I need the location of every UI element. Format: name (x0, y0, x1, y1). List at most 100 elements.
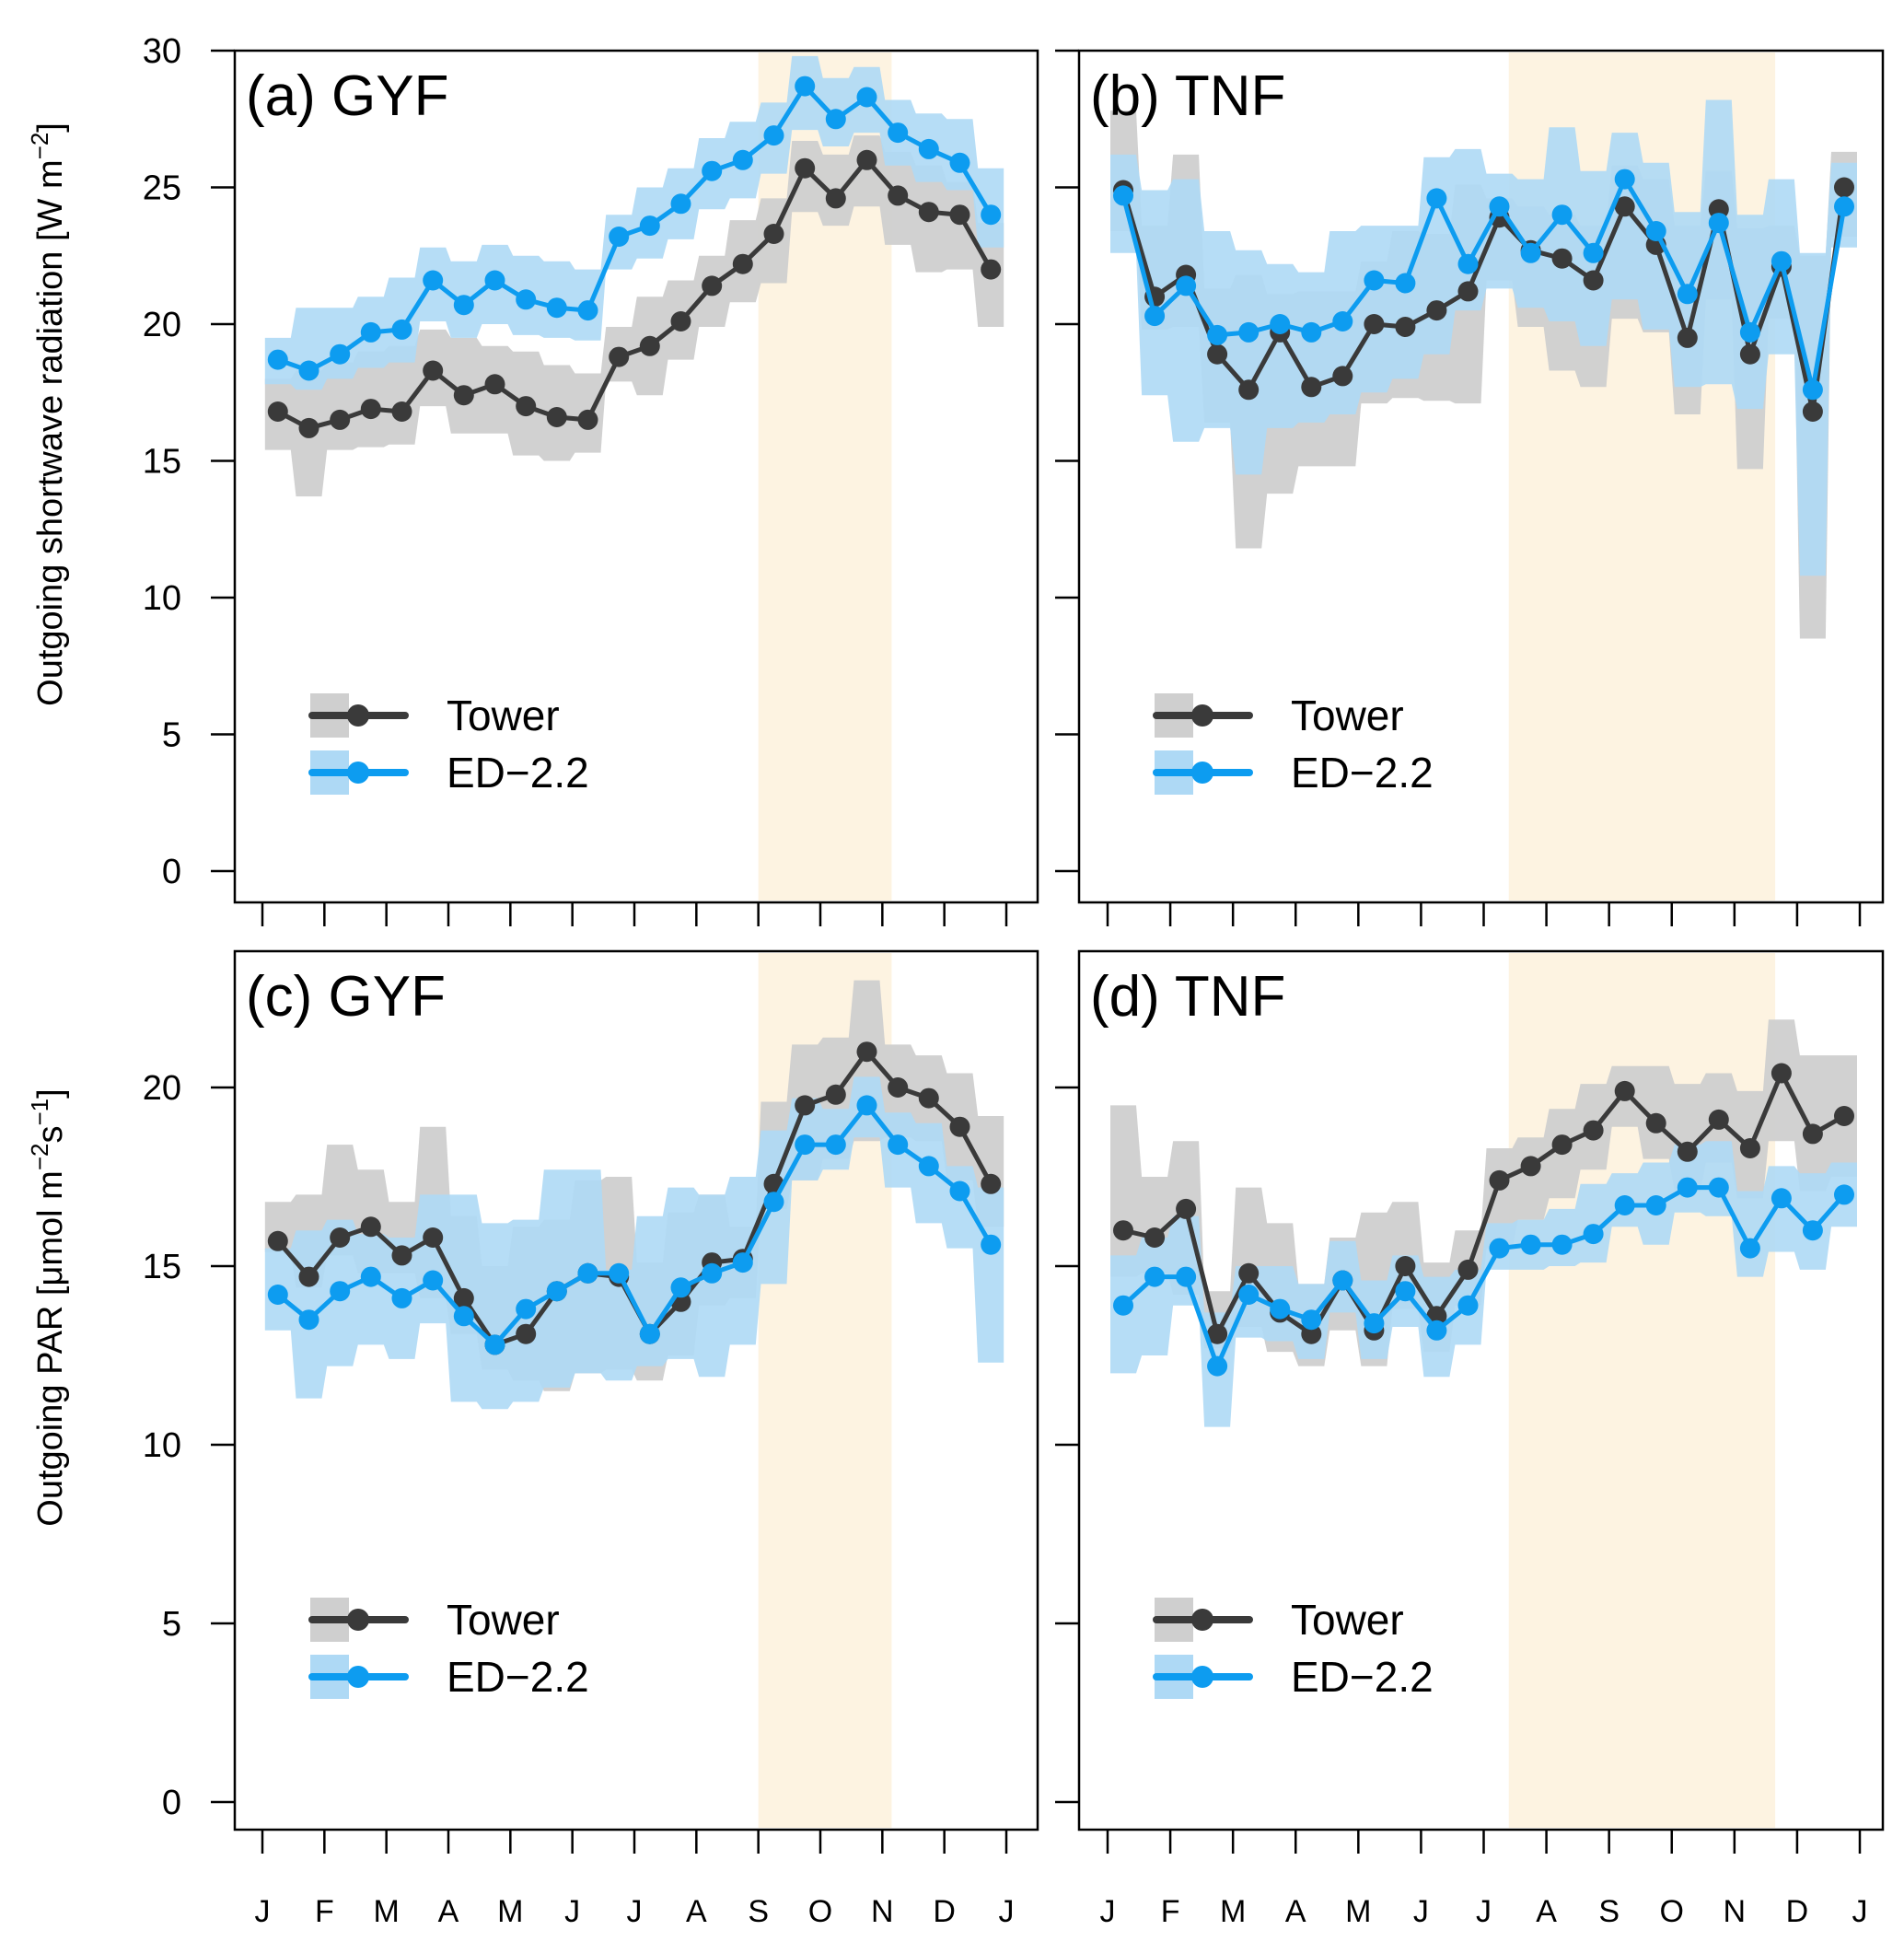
legend-marker (1191, 1666, 1213, 1688)
point-ed-2-2 (1645, 1195, 1666, 1215)
legend-item-tower: Tower (308, 692, 560, 739)
point-ed-2-2 (1270, 314, 1291, 334)
point-tower (1489, 1169, 1510, 1191)
legend-marker (1191, 1609, 1213, 1631)
point-tower (918, 1087, 939, 1109)
point-ed-2-2 (1395, 1281, 1416, 1302)
point-tower (1207, 1323, 1228, 1344)
point-tower (702, 275, 723, 297)
panel-title: (c) GYF (246, 965, 446, 1029)
point-ed-2-2 (298, 1309, 319, 1331)
point-ed-2-2 (1426, 188, 1447, 209)
point-ed-2-2 (609, 1262, 630, 1284)
point-ed-2-2 (1489, 1238, 1510, 1259)
point-ed-2-2 (1238, 321, 1260, 343)
legend-marker (347, 762, 369, 784)
x-tick-label: J (1476, 1894, 1492, 1929)
point-tower (360, 1216, 381, 1238)
x-tick-label: A (686, 1894, 707, 1929)
point-ed-2-2 (423, 270, 444, 291)
point-tower (949, 1116, 970, 1137)
point-ed-2-2 (609, 227, 630, 247)
x-tick-label: M (374, 1894, 400, 1929)
point-ed-2-2 (1583, 242, 1604, 263)
legend-marker (347, 1666, 369, 1688)
x-tick-label: F (1161, 1894, 1180, 1929)
point-tower (888, 1077, 909, 1098)
panel-c: 0 5 10 15 20 J F M A M J J A S O N D J (c) GYF Tower ED−2.2 (143, 949, 1039, 1929)
point-ed-2-2 (702, 1262, 723, 1284)
point-tower (1551, 248, 1573, 269)
point-ed-2-2 (1708, 1177, 1729, 1198)
point-ed-2-2 (1332, 1270, 1353, 1291)
point-ed-2-2 (577, 300, 598, 321)
point-ed-2-2 (267, 349, 288, 370)
point-tower (1708, 1109, 1729, 1130)
point-ed-2-2 (546, 1281, 567, 1302)
point-tower (1364, 314, 1385, 334)
point-ed-2-2 (702, 160, 723, 181)
point-tower (423, 360, 444, 381)
y-axis-title-shortwave: Outgoing shortwave radiation [W m−2] (26, 122, 70, 706)
plot-area (264, 953, 1004, 1828)
point-ed-2-2 (795, 76, 816, 97)
point-ed-2-2 (267, 1285, 288, 1305)
point-ed-2-2 (949, 1180, 970, 1202)
x-tick-label: A (1285, 1894, 1306, 1929)
x-tick-label: D (1786, 1894, 1809, 1929)
y-axis-title-par: Outgoing PAR [μmol m−2s−1] (26, 1088, 70, 1526)
point-tower (1739, 1138, 1760, 1158)
x-tick-label: O (1660, 1894, 1684, 1929)
point-ed-2-2 (1520, 242, 1541, 263)
y-tick-label: 15 (143, 1248, 181, 1286)
point-ed-2-2 (1301, 321, 1322, 343)
legend-item-ed-2-2: ED−2.2 (308, 749, 589, 797)
x-tick-label: A (438, 1894, 459, 1929)
point-tower (267, 1230, 288, 1251)
point-ed-2-2 (1583, 1224, 1604, 1245)
point-ed-2-2 (577, 1262, 598, 1284)
panel-b: (b) TNF Tower ED−2.2 (1055, 49, 1885, 926)
point-tower (1332, 366, 1353, 387)
point-ed-2-2 (1238, 1285, 1260, 1305)
point-ed-2-2 (795, 1134, 816, 1156)
y-tick-label: 5 (162, 1605, 181, 1644)
point-tower (1677, 327, 1698, 348)
legend-marker (347, 704, 369, 727)
y-tick-label: 20 (143, 306, 181, 344)
point-ed-2-2 (981, 1234, 1002, 1255)
point-tower (1645, 1112, 1666, 1134)
point-tower (949, 204, 970, 226)
point-tower (1551, 1134, 1573, 1156)
point-tower (1834, 177, 1854, 198)
point-ed-2-2 (639, 1323, 660, 1344)
point-tower (1614, 1080, 1635, 1101)
point-ed-2-2 (1708, 213, 1729, 234)
point-ed-2-2 (1364, 1313, 1385, 1334)
point-ed-2-2 (1176, 1266, 1197, 1287)
point-tower (1426, 300, 1447, 321)
point-tower (888, 185, 909, 206)
point-tower (1238, 379, 1260, 401)
point-ed-2-2 (1677, 1177, 1698, 1198)
point-tower (981, 259, 1002, 280)
point-ed-2-2 (856, 87, 877, 108)
point-ed-2-2 (330, 343, 351, 365)
point-tower (298, 1266, 319, 1287)
y-tick-label: 30 (143, 32, 181, 71)
point-ed-2-2 (1739, 1238, 1760, 1259)
legend-item-tower: Tower (308, 1596, 560, 1644)
point-ed-2-2 (1144, 1266, 1166, 1287)
point-ed-2-2 (546, 297, 567, 319)
point-tower (825, 188, 846, 209)
point-ed-2-2 (1364, 270, 1385, 291)
point-tower (1802, 401, 1823, 422)
plot-area (264, 52, 1004, 901)
panel-a: 0 5 10 15 20 25 30 (a) GYF Tower ED−2.2 (143, 32, 1039, 926)
y-tick-label: 20 (143, 1069, 181, 1108)
point-ed-2-2 (1113, 185, 1133, 206)
x-tick-label: A (1536, 1894, 1557, 1929)
point-ed-2-2 (360, 1266, 381, 1287)
point-ed-2-2 (1770, 1188, 1792, 1209)
point-tower (1238, 1262, 1260, 1284)
